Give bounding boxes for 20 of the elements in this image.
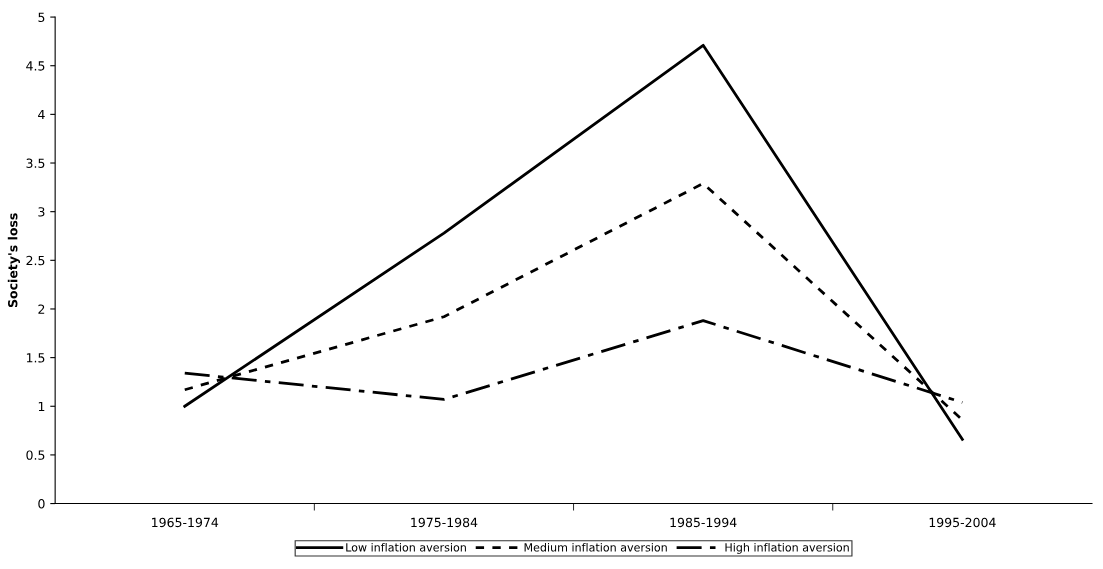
y-axis-title: Society's loss [7, 213, 20, 308]
legend-label: High inflation aversion [725, 542, 849, 554]
y-tick-label: 1.5 [26, 353, 45, 363]
y-tick-label: 1 [38, 401, 45, 412]
x-tick-label: 1985-1994 [670, 517, 737, 528]
x-tick-label: 1965-1974 [152, 517, 219, 528]
y-tick-label: 3 [38, 207, 45, 217]
y-tick-label: 0.5 [26, 450, 45, 460]
y-tick-label: 2 [38, 304, 45, 314]
y-tick-label: 0 [38, 499, 45, 509]
legend-label: Low inflation aversion [346, 542, 466, 552]
y-tick-label: 3.5 [26, 158, 45, 168]
x-tick-label: 1975-1984 [411, 517, 478, 528]
y-tick-label: 2.5 [26, 255, 45, 266]
line-series [183, 43, 964, 441]
y-tick-label: 5 [38, 12, 45, 22]
y-tick-label: 4.5 [26, 61, 45, 71]
y-tick-label: 4 [38, 110, 45, 120]
legend-label: Medium inflation aversion [524, 542, 667, 552]
x-tick-label: 1995-2004 [929, 517, 996, 528]
